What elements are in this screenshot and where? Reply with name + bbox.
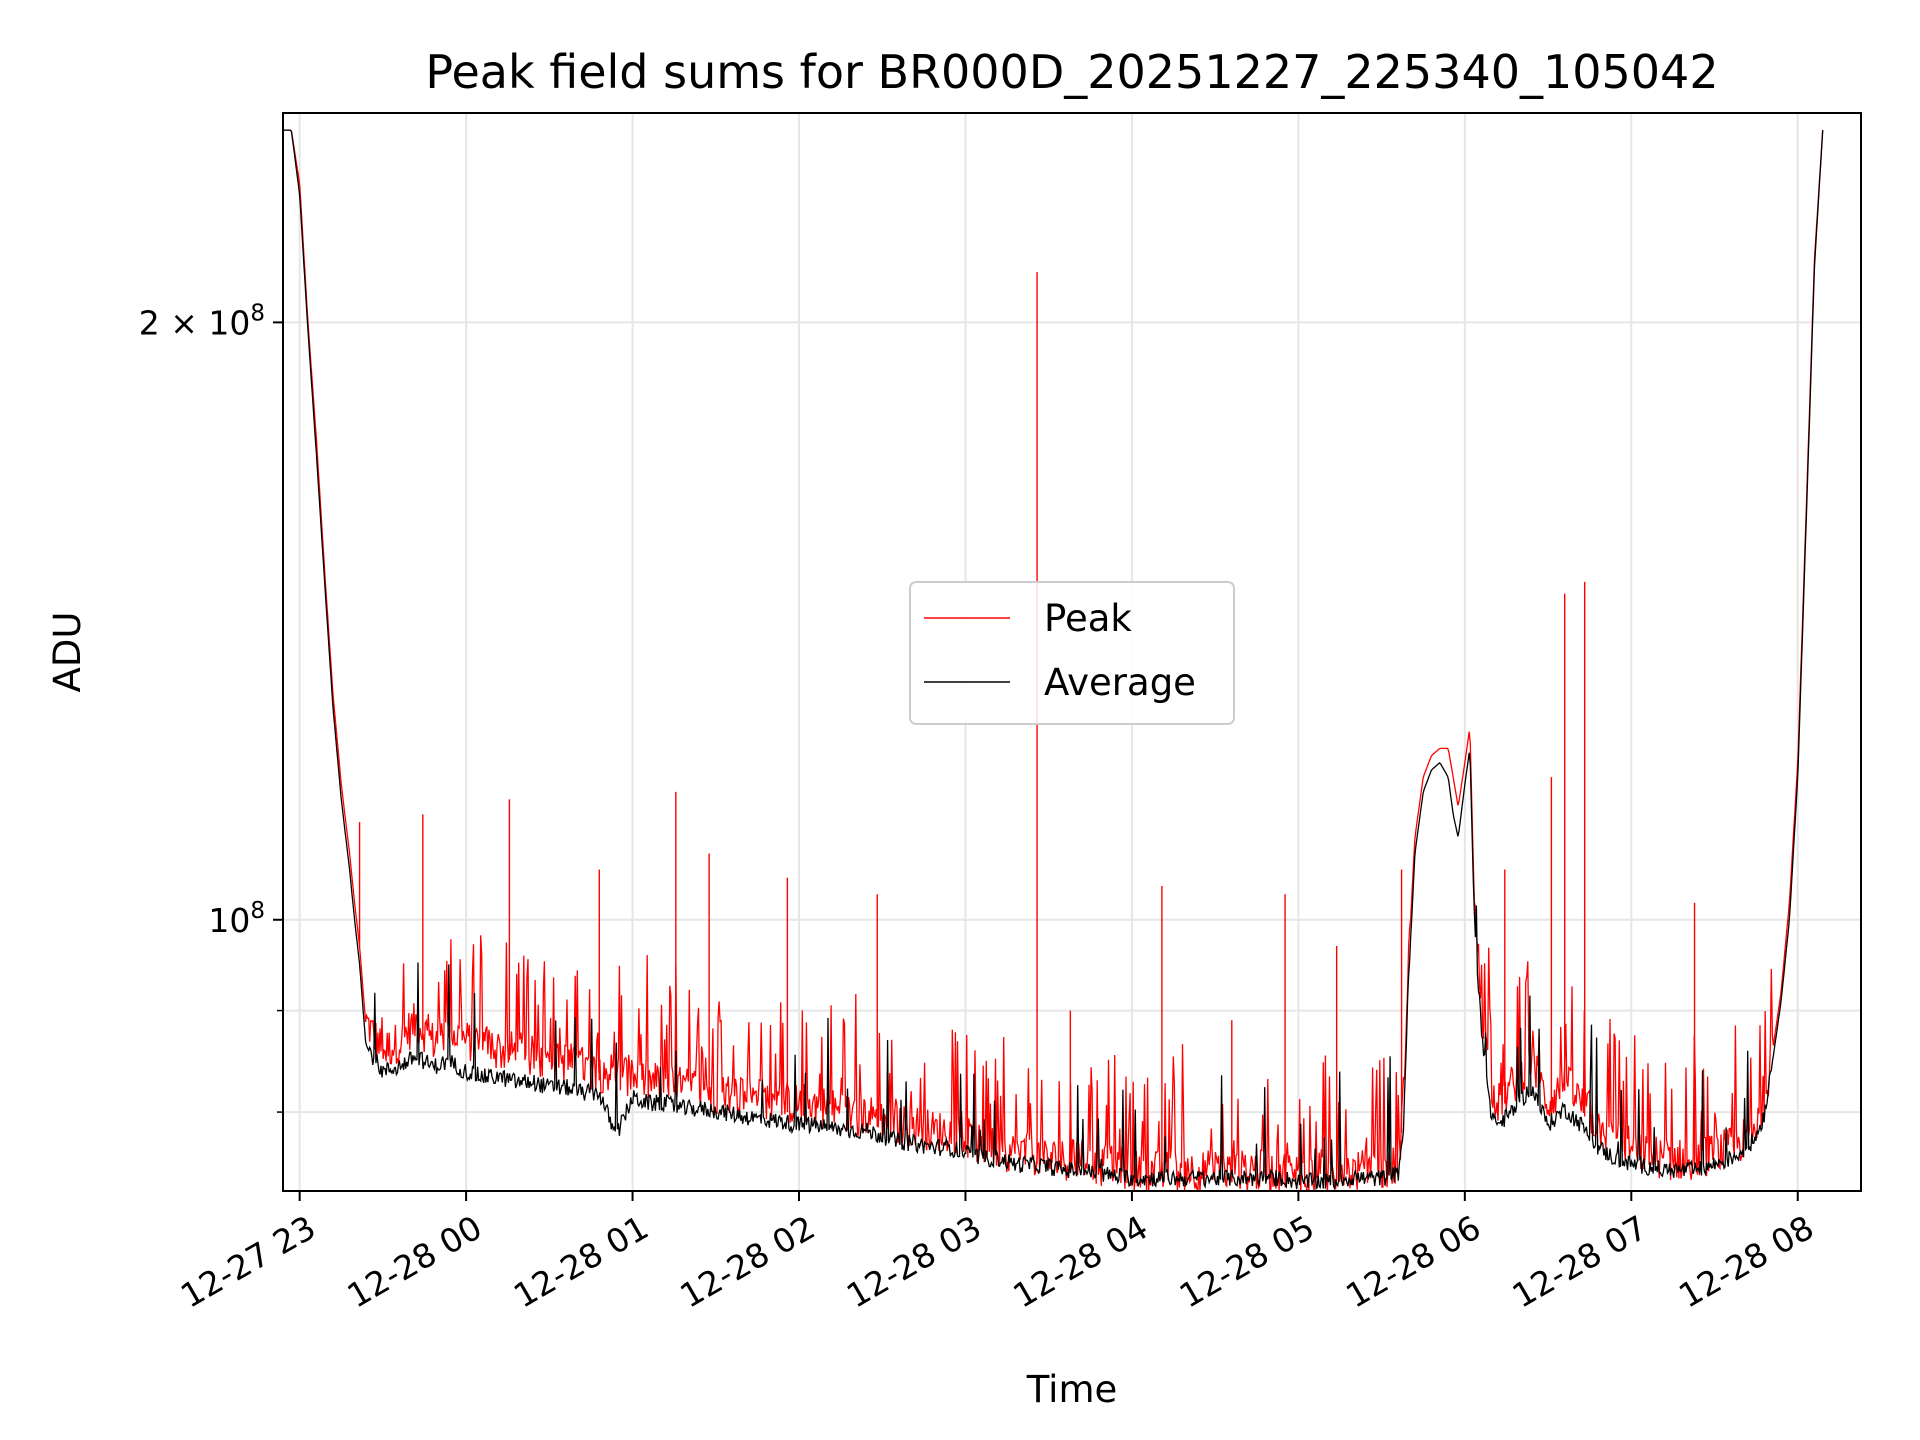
series-average-line	[283, 129, 1824, 1191]
chart-title: Peak field sums for BR000D_20251227_2253…	[425, 45, 1718, 99]
series-peak-line	[283, 129, 1824, 1191]
y-tick-label: 2 × 108	[139, 300, 265, 342]
y-axis-label: ADU	[46, 612, 89, 693]
legend-average-label: Average	[1044, 661, 1196, 704]
plot-frame	[282, 112, 1862, 1192]
legend: Peak Average	[909, 581, 1235, 725]
data-layer	[283, 129, 1824, 1191]
grid	[283, 113, 1861, 1191]
legend-peak-label: Peak	[1044, 597, 1132, 640]
y-tick-label: 108	[208, 898, 265, 940]
x-axis-label: Time	[1026, 1368, 1118, 1411]
